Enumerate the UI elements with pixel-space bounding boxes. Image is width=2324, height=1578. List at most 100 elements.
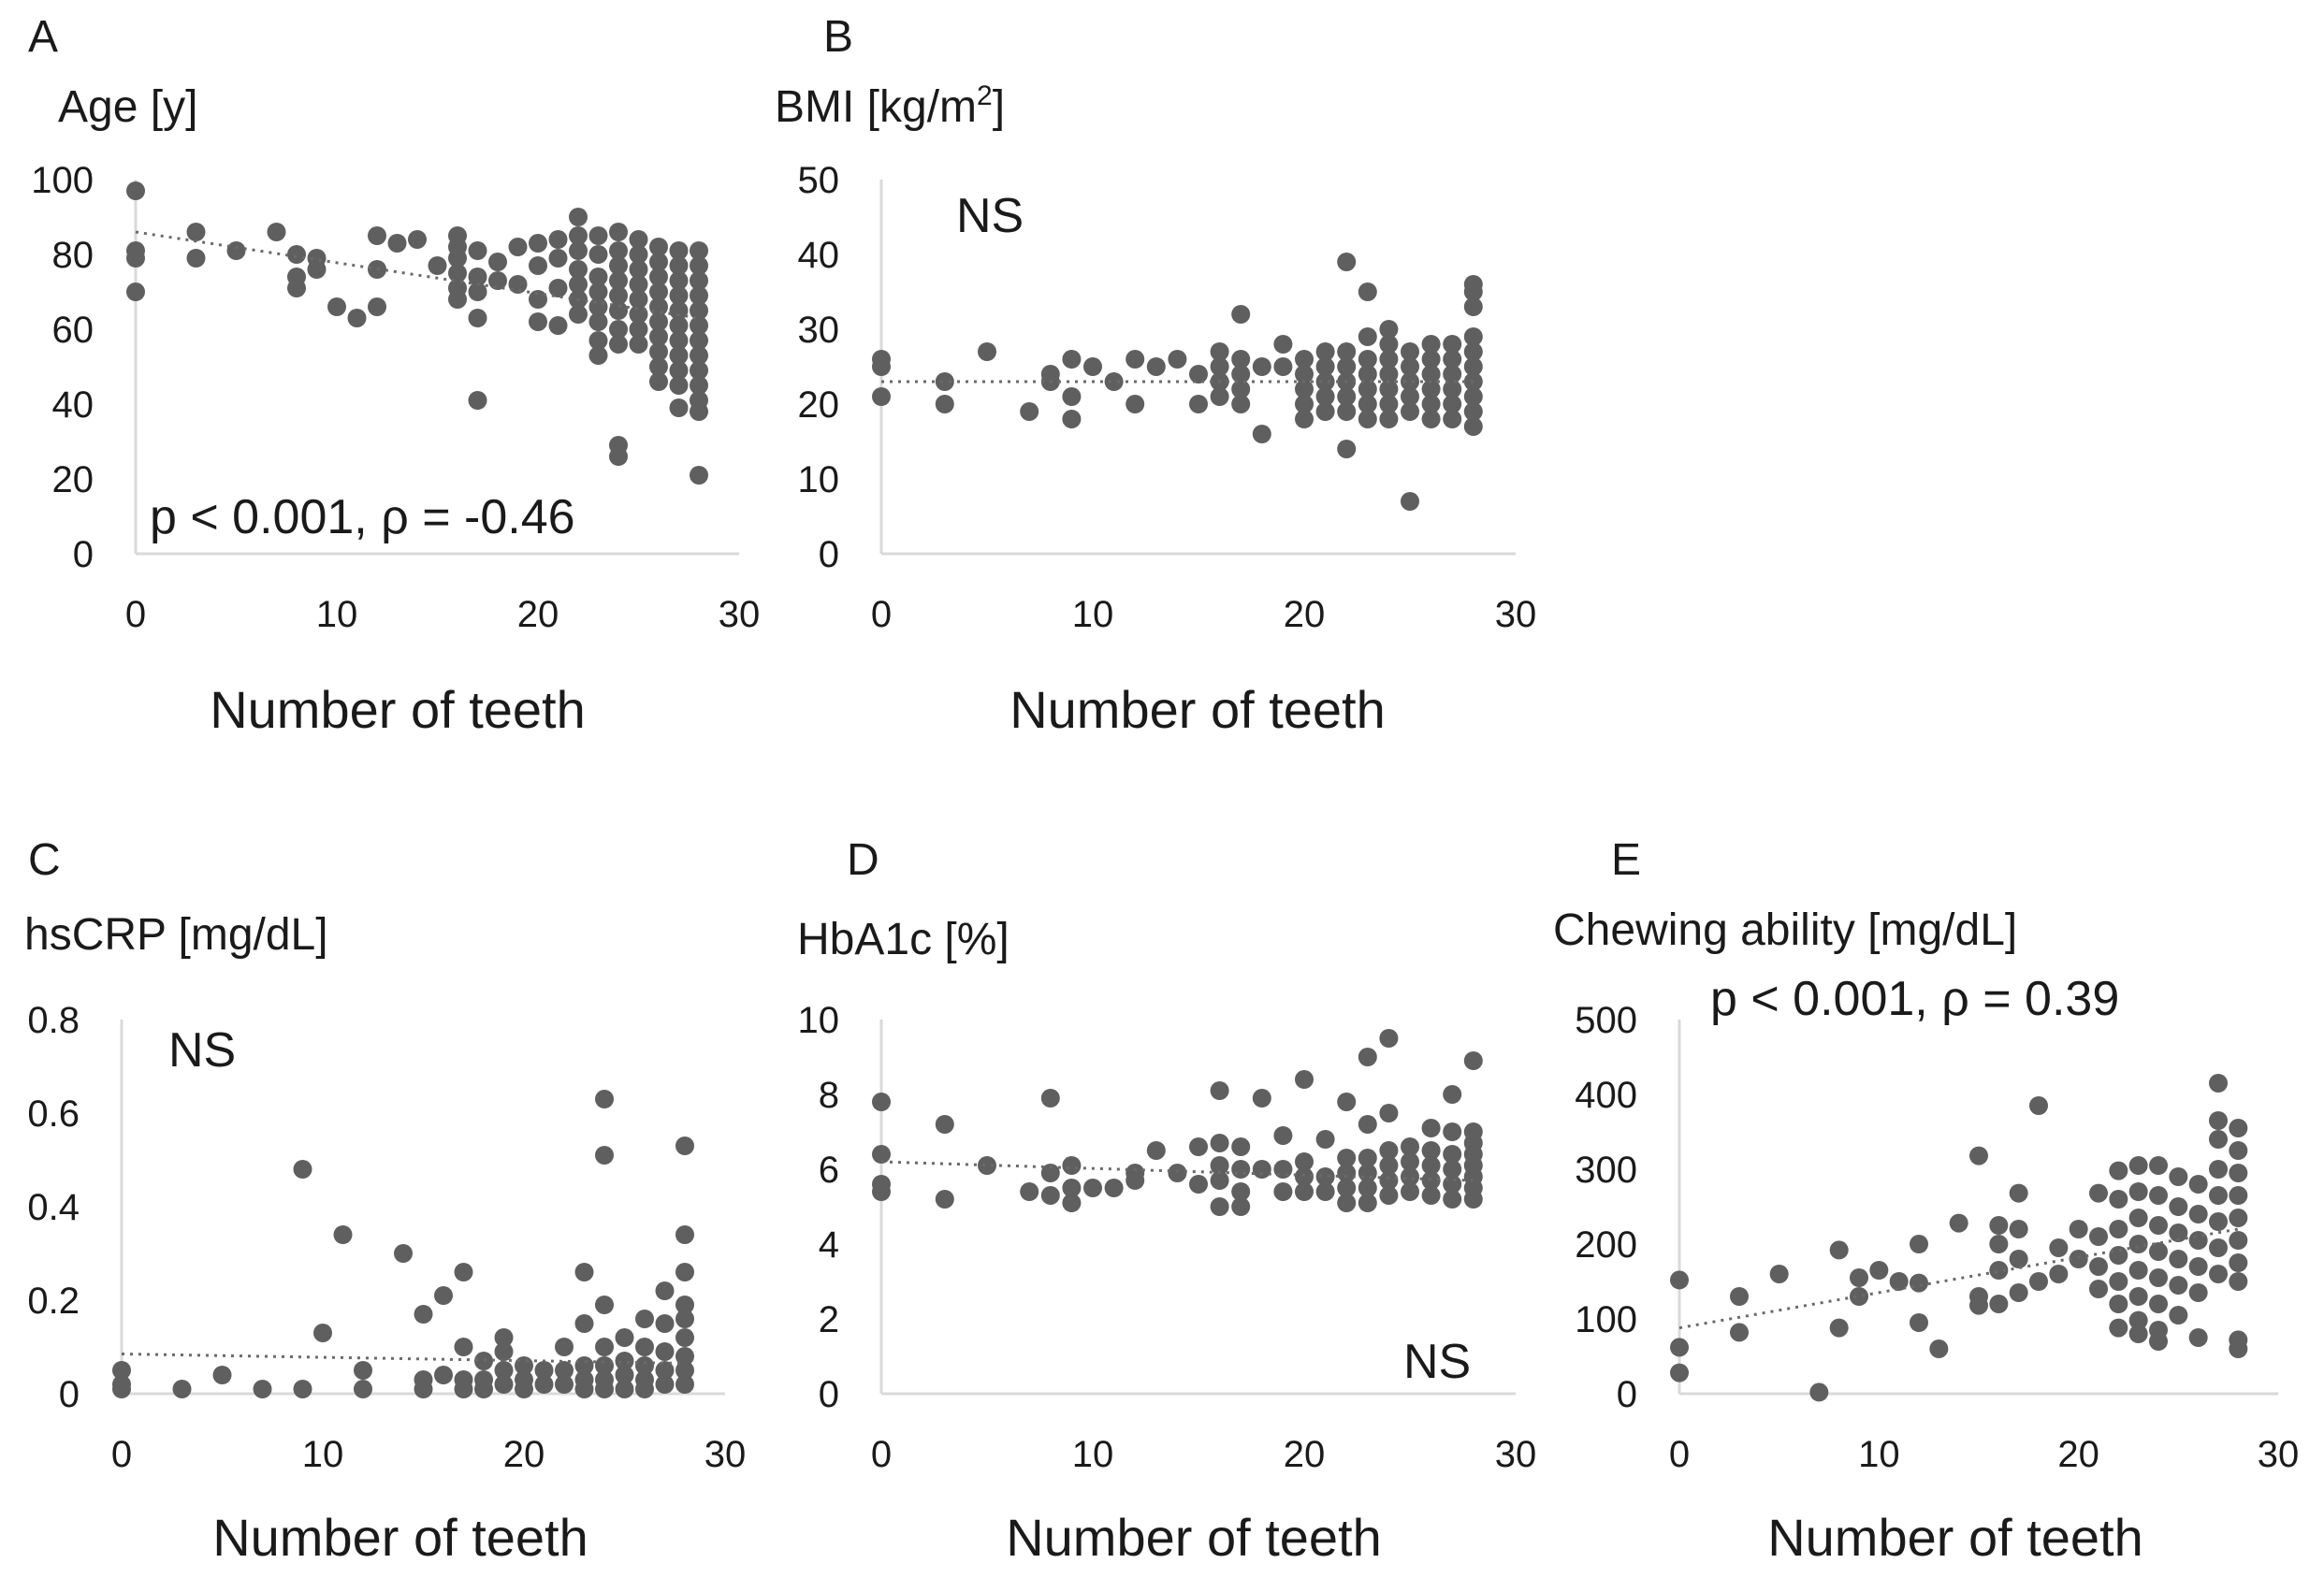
panel-a-data-point	[609, 286, 628, 305]
panel-e-data-point	[2109, 1190, 2128, 1209]
panel-e-data-point	[2188, 1231, 2208, 1250]
panel-d-data-point	[935, 1115, 954, 1134]
panel-b-data-point	[1083, 357, 1102, 376]
panel-d-data-point	[1295, 1182, 1314, 1201]
panel-b-y-tick-label: 20	[798, 384, 840, 426]
panel-e-data-point	[1869, 1261, 1889, 1280]
panel-c-x-tick-label: 0	[111, 1434, 132, 1475]
panel-d-data-point	[1443, 1122, 1462, 1141]
panel-a-data-point	[649, 268, 668, 286]
panel-e-data-point	[2029, 1272, 2048, 1291]
panel-d-data-point	[1210, 1171, 1229, 1190]
panel-e-data-point	[1989, 1261, 2009, 1280]
panel-c-data-point	[595, 1356, 614, 1375]
panel-d-data-point	[1295, 1167, 1314, 1186]
panel-e-data-point	[2149, 1268, 2168, 1287]
panel-e-data-point	[1929, 1339, 1949, 1358]
panel-a-data-point	[448, 290, 467, 309]
panel-c-data-point	[655, 1342, 675, 1361]
panel-d-data-point	[1231, 1182, 1251, 1201]
panel-a-data-point	[609, 241, 628, 260]
panel-d-x-tick-label: 30	[1495, 1434, 1537, 1475]
panel-a-data-point	[448, 264, 467, 282]
panel-a-data-point	[186, 223, 206, 241]
panel-b-data-point	[1126, 350, 1145, 369]
panel-c-data-point	[434, 1286, 453, 1305]
panel-a-data-point	[368, 297, 386, 316]
panel-d-data-point	[1126, 1171, 1145, 1190]
panel-b-x-tick-label: 10	[1072, 594, 1114, 635]
panel-b-y-axis-label: BMI [kg/m2]	[775, 80, 1005, 132]
panel-a-data-point	[588, 312, 608, 331]
panel-b-data-point	[1295, 410, 1314, 428]
panel-a-y-axis-label: Age [y]	[58, 82, 197, 132]
panel-b-data-point	[1401, 342, 1419, 361]
panel-e-data-point	[1910, 1273, 1928, 1293]
panel-e-y-tick-label: 0	[1617, 1374, 1637, 1415]
panel-e-data-point	[2229, 1164, 2248, 1182]
panel-b-data-point	[1463, 402, 1483, 421]
panel-a-data-point	[368, 226, 386, 245]
panel-e-data-point	[2109, 1161, 2128, 1180]
panel-d-data-point	[1295, 1152, 1314, 1171]
panel-d-data-point	[1315, 1167, 1335, 1186]
panel-d-data-point	[1210, 1134, 1229, 1152]
panel-b-data-point	[1337, 402, 1357, 421]
panel-e-data-point	[2209, 1238, 2228, 1257]
panel-a-data-point	[669, 241, 689, 260]
panel-c-data-point	[454, 1263, 473, 1281]
panel-c-data-point	[675, 1328, 694, 1347]
panel-d-data-point	[1358, 1048, 1377, 1066]
panel-c-data-point	[454, 1380, 473, 1398]
panel-a-data-point	[468, 309, 487, 327]
panel-e-data-point	[2089, 1280, 2108, 1298]
panel-e-data-point	[2188, 1205, 2208, 1223]
panel-a-data-point	[690, 286, 708, 305]
panel-b-data-point	[1358, 395, 1377, 413]
panel-a-data-point	[669, 316, 689, 335]
panel-b-data-point	[1379, 395, 1399, 413]
panel-a-data-point	[529, 290, 547, 309]
panel-a-letter: A	[28, 12, 58, 62]
panel-d-data-point	[1104, 1179, 1124, 1197]
panel-e-y-tick-label: 300	[1575, 1150, 1637, 1191]
panel-a-data-point	[609, 320, 628, 339]
panel-e-y-tick-label: 200	[1575, 1224, 1637, 1266]
panel-a-data-point	[649, 238, 668, 256]
panel-d-data-point	[1295, 1070, 1314, 1089]
panel-c-y-tick-label: 0.4	[27, 1187, 80, 1228]
panel-a-data-point	[690, 241, 708, 260]
panel-b-data-point	[1401, 372, 1419, 391]
panel-a-data-point	[609, 271, 628, 290]
panel-a-x-tick-label: 10	[316, 594, 358, 635]
panel-e-annotation: p < 0.001, ρ = 0.39	[1710, 972, 2119, 1026]
panel-e-data-point	[2229, 1119, 2248, 1137]
panel-b-plot: 0 10 20 30 40 50 0 10 20 30	[798, 160, 1537, 635]
panel-c-data-point	[313, 1324, 332, 1342]
panel-b-y-tick-label: 50	[798, 160, 840, 201]
panel-d-data-point	[1379, 1186, 1399, 1205]
panel-e-data-point	[2229, 1209, 2248, 1227]
panel-b-data-point	[1379, 335, 1399, 354]
panel-a-data-point	[327, 297, 346, 316]
panel-a-trend-line	[135, 230, 700, 320]
panel-e-y-axis-label: Chewing ability [mg/dL]	[1553, 905, 2017, 955]
panel-b-data-point	[1062, 410, 1082, 428]
panel-d-data-point	[1358, 1194, 1377, 1212]
panel-d-data-point	[1421, 1186, 1441, 1205]
panel-e-data-point	[2109, 1220, 2128, 1238]
panel-b-data-point	[1315, 357, 1335, 376]
panel-a-data-point	[669, 331, 689, 350]
panel-e-letter: E	[1611, 835, 1641, 885]
panel-a-data-point	[569, 305, 588, 324]
panel-c-trend-line	[121, 1353, 686, 1365]
panel-d-x-tick-label: 10	[1072, 1434, 1114, 1475]
panel-b: B BMI [kg/m2] Number of teeth NS 0102030…	[775, 12, 1536, 739]
panel-e-data-point	[2188, 1328, 2208, 1347]
panel-d-y-tick-label: 4	[819, 1224, 839, 1266]
panel-e-data-point	[2169, 1223, 2188, 1242]
panel-e-data-point	[2188, 1257, 2208, 1276]
panel-e-data-point	[2089, 1257, 2108, 1276]
panel-c-data-point	[555, 1338, 574, 1356]
